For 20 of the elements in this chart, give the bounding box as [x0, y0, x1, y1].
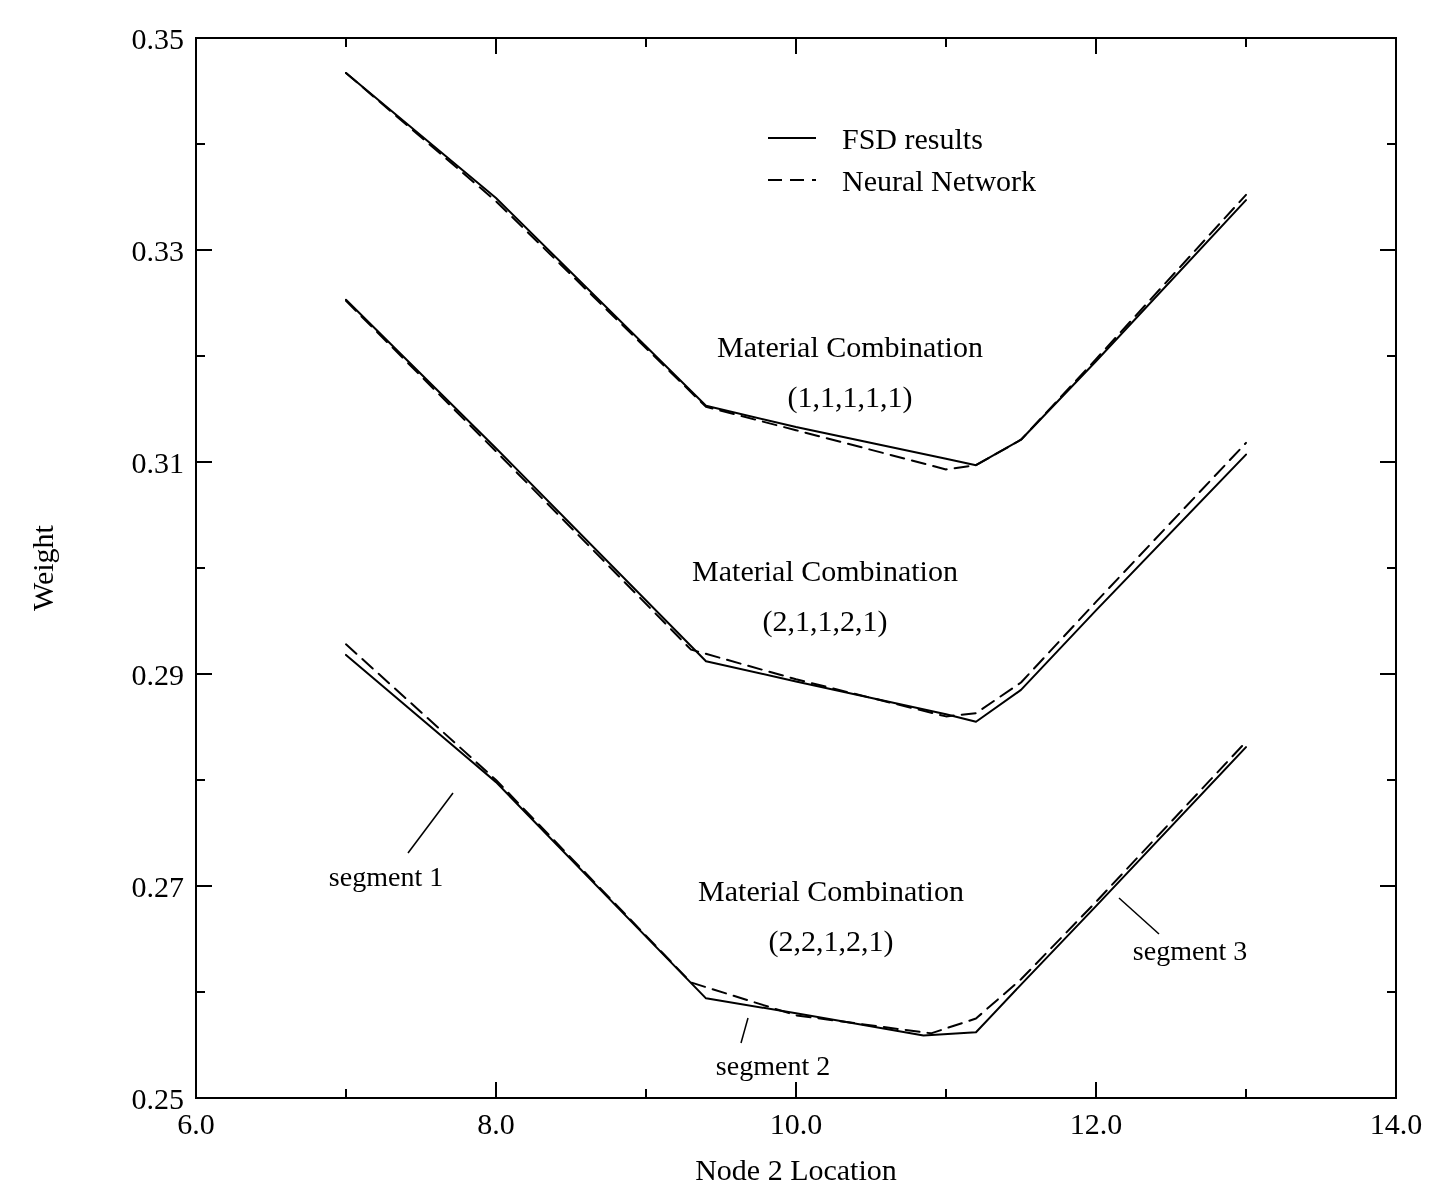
annotation: segment 3 [1132, 934, 1248, 966]
annotation: Material Combination (2,2,1,2,1) [698, 873, 964, 958]
y-tick-label: 0.35 [131, 21, 184, 55]
x-tick-label: 12.0 [1069, 1107, 1123, 1140]
y-tick-label: 0.33 [131, 233, 184, 267]
y-tick-label: 0.25 [131, 1081, 184, 1115]
x-axis-title: Node 2 Location [695, 1153, 897, 1186]
legend-label: FSD results [842, 121, 983, 155]
annotation: segment 1 [328, 860, 444, 892]
y-axis-title: Weight [26, 524, 59, 611]
annotation: Material Combination (1,1,1,1,1) [717, 329, 983, 414]
legend-label: Neural Network [842, 163, 1037, 197]
x-tick-label: 8.0 [477, 1107, 515, 1140]
annotation: Material Combination (2,1,1,2,1) [692, 553, 958, 638]
annotation: segment 2 [715, 1049, 831, 1081]
y-tick-label: 0.29 [131, 657, 184, 691]
x-tick-label: 10.0 [769, 1107, 823, 1140]
y-tick-label: 0.27 [131, 869, 184, 903]
y-tick-label: 0.31 [131, 445, 184, 479]
x-tick-label: 14.0 [1369, 1107, 1423, 1140]
